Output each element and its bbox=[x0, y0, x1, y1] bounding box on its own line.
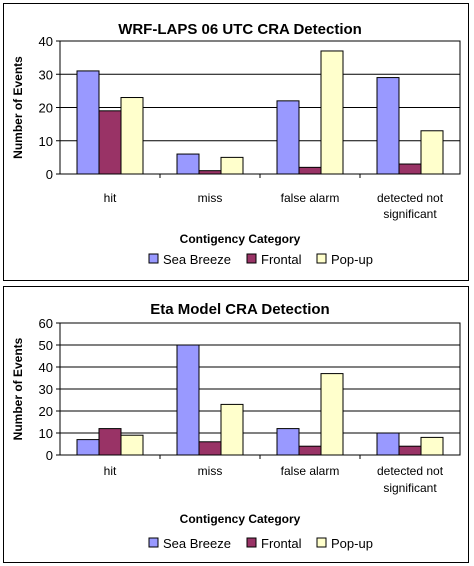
chart-panel-wrf-laps: WRF-LAPS 06 UTC CRA Detection 0 10 20 30 40 Nu… bbox=[3, 3, 469, 281]
bar-pop-up bbox=[320, 50, 344, 175]
x-category-label: detected not bbox=[377, 191, 444, 205]
x-category-label: false alarm bbox=[281, 191, 340, 205]
bar-frontal bbox=[198, 170, 222, 175]
bar-frontal bbox=[98, 428, 122, 456]
bar-sea-breeze bbox=[176, 153, 200, 175]
chart-eta: Eta Model CRA Detection 0 10 20 30 40 50 60 Numb… bbox=[11, 301, 461, 551]
bar-sea-breeze bbox=[376, 432, 400, 456]
legend-swatch bbox=[316, 537, 327, 548]
y-tick-label: 0 bbox=[46, 448, 53, 463]
chart-panel-eta: Eta Model CRA Detection 0 10 20 30 40 50 60 Numb… bbox=[3, 286, 469, 563]
legend-label: Frontal bbox=[261, 252, 302, 267]
y-tick-label: 60 bbox=[39, 316, 53, 331]
x-category-label: miss bbox=[198, 464, 223, 478]
bar-pop-up bbox=[120, 97, 144, 175]
chart-wrf-laps: WRF-LAPS 06 UTC CRA Detection 0 10 20 30 40 Nu… bbox=[11, 21, 461, 267]
bar-frontal bbox=[198, 441, 222, 456]
x-category-label: false alarm bbox=[281, 464, 340, 478]
chart-title: WRF-LAPS 06 UTC CRA Detection bbox=[118, 21, 362, 38]
y-tick-label: 40 bbox=[39, 34, 53, 49]
legend-label: Pop-up bbox=[331, 252, 373, 267]
x-axis-title: Contigency Category bbox=[180, 512, 301, 526]
y-tick-label: 0 bbox=[46, 167, 53, 182]
bar-pop-up bbox=[220, 156, 244, 175]
y-axis-title: Number of Events bbox=[11, 56, 25, 159]
bar-pop-up bbox=[120, 434, 144, 456]
legend-swatch bbox=[148, 537, 159, 548]
legend-swatch bbox=[148, 253, 159, 264]
bar-pop-up bbox=[220, 403, 244, 456]
bar-frontal bbox=[298, 166, 322, 175]
bar-frontal bbox=[98, 110, 122, 175]
y-tick-label: 40 bbox=[39, 360, 53, 375]
bar-sea-breeze bbox=[76, 439, 100, 456]
y-tick-label: 20 bbox=[39, 101, 53, 116]
y-tick-label: 30 bbox=[39, 67, 53, 82]
bar-pop-up bbox=[320, 373, 344, 456]
bar-pop-up bbox=[420, 130, 444, 175]
x-category-label: miss bbox=[198, 191, 223, 205]
x-category-label: significant bbox=[383, 481, 437, 495]
y-tick-label: 30 bbox=[39, 382, 53, 397]
legend-label: Sea Breeze bbox=[163, 252, 231, 267]
legend-label: Frontal bbox=[261, 536, 302, 551]
y-axis-title: Number of Events bbox=[11, 337, 25, 440]
legend-swatch bbox=[246, 537, 257, 548]
x-category-label: hit bbox=[104, 191, 117, 205]
y-tick-label: 10 bbox=[39, 426, 53, 441]
x-category-label: detected not bbox=[377, 464, 444, 478]
bar-frontal bbox=[298, 445, 322, 456]
x-category-label: hit bbox=[104, 464, 117, 478]
bar-pop-up bbox=[420, 436, 444, 456]
legend-swatch bbox=[246, 253, 257, 264]
bar-sea-breeze bbox=[76, 70, 100, 175]
y-tick-label: 20 bbox=[39, 404, 53, 419]
legend-swatch bbox=[316, 253, 327, 264]
legend-label: Sea Breeze bbox=[163, 536, 231, 551]
y-tick-label: 50 bbox=[39, 338, 53, 353]
chart-title: Eta Model CRA Detection bbox=[150, 301, 329, 318]
x-axis-title: Contigency Category bbox=[180, 232, 301, 246]
legend-label: Pop-up bbox=[331, 536, 373, 551]
bar-frontal bbox=[398, 445, 422, 456]
bar-sea-breeze bbox=[276, 428, 300, 456]
bar-sea-breeze bbox=[176, 344, 200, 456]
bar-frontal bbox=[398, 163, 422, 175]
x-category-label: significant bbox=[383, 207, 437, 221]
bar-sea-breeze bbox=[276, 100, 300, 175]
y-tick-label: 10 bbox=[39, 134, 53, 149]
bar-sea-breeze bbox=[376, 77, 400, 175]
